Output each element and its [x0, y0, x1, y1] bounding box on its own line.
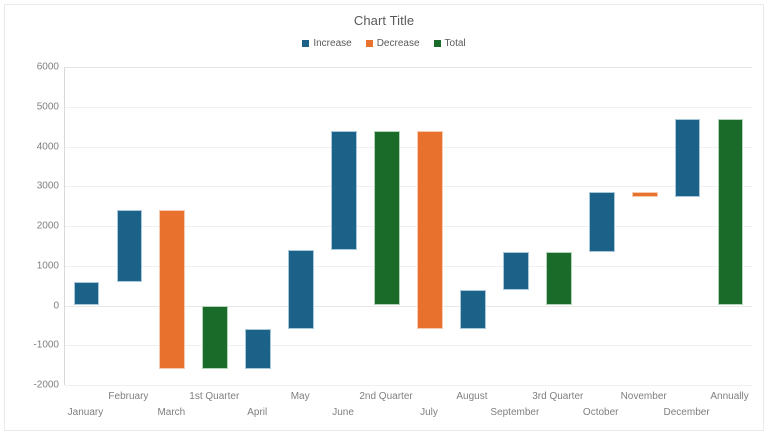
- bar-march[interactable]: [159, 210, 186, 370]
- gridline: 4000: [37, 141, 752, 152]
- legend-item-total[interactable]: Total: [433, 38, 466, 49]
- gridline: 3000: [37, 181, 752, 192]
- y-axis-tick-label: 0: [53, 300, 59, 311]
- chart-legend: Increase Decrease Total: [5, 38, 763, 49]
- bar-april[interactable]: [245, 329, 272, 370]
- bar-annually[interactable]: [717, 118, 744, 306]
- x-axis-tick-label: May: [290, 391, 310, 402]
- bar-october[interactable]: [588, 192, 615, 252]
- x-axis-tick-label: January: [67, 407, 104, 418]
- bar-june[interactable]: [331, 130, 357, 250]
- gridline: -2000: [33, 380, 752, 391]
- gridline: 1000: [37, 260, 752, 271]
- legend-swatch-icon: [302, 40, 310, 47]
- y-axis-tick-label: 6000: [36, 61, 59, 73]
- legend-label: Increase: [313, 38, 352, 49]
- legend-item-increase[interactable]: Increase: [302, 38, 352, 49]
- y-axis-tick-label: 1000: [36, 260, 59, 272]
- plot-area: 6000 5000 4000 3000 2000 1000 0 -1000 -2000: [33, 62, 752, 391]
- legend-label: Total: [444, 38, 466, 49]
- x-axis-tick-label: March: [157, 407, 186, 418]
- y-axis-tick-label: 4000: [36, 141, 59, 152]
- legend-swatch-icon: [365, 40, 373, 47]
- bar-november[interactable]: [631, 192, 658, 197]
- y-axis-tick-label: 2000: [36, 220, 59, 232]
- bar-january[interactable]: [73, 281, 100, 306]
- y-axis-tick-label: -1000: [33, 339, 59, 351]
- bar-september[interactable]: [502, 251, 529, 290]
- x-axis-tick-label: December: [663, 407, 710, 418]
- legend-label: Decrease: [376, 38, 420, 49]
- bar-3rd-quarter[interactable]: [545, 251, 572, 306]
- gridline: 0: [53, 300, 752, 311]
- bar-august[interactable]: [460, 289, 486, 330]
- bar-may[interactable]: [288, 249, 315, 330]
- gridline: 2000: [37, 221, 752, 232]
- x-axis-labels: January February March 1st Quarter April May J…: [64, 385, 752, 430]
- y-axis-tick-label: -2000: [33, 379, 59, 391]
- x-axis-tick-label: 3rd Quarter: [532, 391, 584, 402]
- gridline: 5000: [37, 101, 752, 112]
- chart-title: Chart Title: [353, 13, 415, 28]
- x-axis-tick-label: June: [332, 407, 354, 418]
- x-axis-tick-label: February: [108, 391, 149, 402]
- x-axis-tick-label: April: [247, 407, 268, 418]
- x-axis-tick-label: Annually: [710, 391, 749, 402]
- x-axis-tick-label: 2nd Quarter: [359, 391, 413, 402]
- legend-swatch-icon: [433, 40, 441, 47]
- bar-february[interactable]: [116, 210, 143, 282]
- x-axis-tick-label: August: [456, 391, 488, 402]
- x-axis-tick-label: 1st Quarter: [189, 391, 240, 402]
- gridline: 6000: [37, 62, 752, 73]
- chart-container[interactable]: Chart Title Increase Decrease Total 6000 50…: [4, 4, 764, 431]
- bar-july[interactable]: [417, 130, 443, 330]
- gridline: -1000: [33, 340, 752, 351]
- x-axis-tick-label: October: [582, 407, 619, 418]
- x-axis-tick-label: September: [490, 407, 540, 418]
- legend-item-decrease[interactable]: Decrease: [365, 38, 420, 49]
- x-axis-tick-label: November: [620, 391, 667, 402]
- y-axis-tick-label: 5000: [36, 101, 59, 113]
- bar-2nd-quarter[interactable]: [374, 130, 400, 306]
- x-axis-tick-label: July: [420, 407, 438, 418]
- bar-december[interactable]: [674, 118, 701, 197]
- y-axis-tick-label: 3000: [36, 180, 59, 192]
- bar-1st-quarter[interactable]: [202, 305, 229, 370]
